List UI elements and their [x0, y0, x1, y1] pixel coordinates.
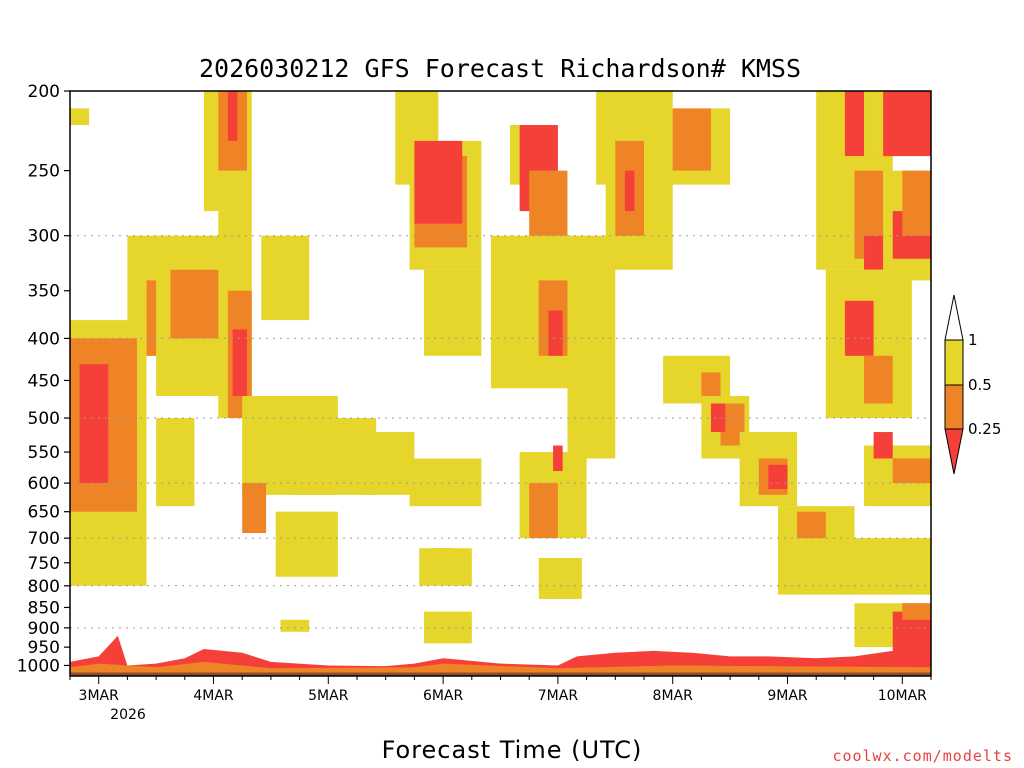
x-axis: 3MAR 4MAR 5MAR 6MAR 7MAR 8MAR 9MAR 10MAR: [69, 676, 932, 704]
ri-cell-high: [840, 538, 931, 595]
y-tick-label: 650: [28, 503, 60, 523]
y-tick-label: 200: [28, 82, 60, 102]
ri-cell-high: [156, 418, 195, 507]
ri-cell-mid: [529, 483, 558, 539]
ri-cell-low: [873, 432, 893, 459]
ri-cell-high: [409, 458, 482, 507]
colorbar-legend: 1 0.5 0.25: [944, 294, 1001, 475]
richardson-heatmap: [70, 91, 931, 676]
y-axis: 200 250 300 350 400 450 500 550 600 650 700 750 8008…: [17, 82, 70, 676]
x-tick-label: 5MAR: [308, 688, 349, 704]
boundary-layer-low-ri: [70, 635, 931, 673]
y-tick-label: 500: [28, 409, 60, 429]
y-tick-label: 700: [28, 529, 60, 549]
x-tick-label: 4MAR: [193, 688, 234, 704]
x-tick-label: 9MAR: [767, 688, 808, 704]
ri-cell-high: [423, 611, 472, 644]
y-tick-label: 750: [28, 554, 60, 574]
ri-cell-low: [844, 300, 874, 356]
ri-cell-low: [553, 445, 563, 472]
ri-cell-low: [864, 235, 884, 270]
x-axis-label: Forecast Time (UTC): [382, 736, 643, 764]
legend-label: 1: [968, 331, 978, 349]
y-tick-label: 900: [28, 619, 60, 639]
ri-cell-mid: [797, 511, 826, 539]
y-tick-label: 350: [28, 282, 60, 302]
y-tick-label: 300: [28, 227, 60, 247]
ri-cell-low: [232, 329, 247, 396]
legend-arrow-below: [944, 428, 964, 475]
ri-cell-low: [227, 91, 238, 141]
credit-text: coolwx.com/modelts: [832, 747, 1013, 765]
boundary-layer-mid-ri: [70, 661, 931, 673]
x-tick-label: 3MAR: [79, 688, 120, 704]
legend-swatch: [944, 339, 964, 386]
ri-cell-mid: [672, 108, 711, 171]
y-tick-label: 950: [28, 638, 60, 658]
ri-cell-high: [419, 548, 472, 586]
ground-surface: [70, 672, 931, 676]
y-tick-label: 250: [28, 162, 60, 182]
y-tick-label: 450: [28, 371, 60, 391]
legend-label: 0.25: [968, 420, 1001, 438]
ri-cell-high: [275, 511, 338, 577]
y-tick-label: 550: [28, 443, 60, 463]
ri-cell-high: [280, 619, 310, 632]
y-tick-label: 1000: [17, 656, 60, 676]
legend-arrow-above: [944, 294, 964, 341]
ri-cell-low: [768, 464, 788, 490]
x-tick-label: 8MAR: [653, 688, 694, 704]
x-year-label: 2026: [110, 707, 146, 723]
ri-cell-mid: [902, 170, 931, 236]
x-tick-label: 7MAR: [538, 688, 579, 704]
ri-cell-high: [567, 235, 616, 459]
legend-swatch: [944, 384, 964, 430]
y-tick-label: 850: [28, 598, 60, 618]
legend-label: 0.5: [968, 376, 992, 394]
ri-cell-low: [883, 91, 931, 157]
x-tick-label: 6MAR: [423, 688, 464, 704]
y-tick-label: 400: [28, 329, 60, 349]
ri-cell-mid: [864, 355, 893, 404]
ri-cell-low: [710, 403, 726, 433]
ri-cell-mid: [720, 403, 745, 446]
ri-cell-low: [414, 140, 463, 224]
y-tick-label: 800: [28, 577, 60, 597]
ri-cell-high: [423, 269, 482, 356]
ri-cell-high: [70, 108, 90, 126]
ri-cell-high: [261, 235, 310, 321]
ri-cell-mid: [701, 372, 721, 404]
ri-cell-mid: [902, 603, 931, 620]
x-tick-label: 10MAR: [878, 688, 927, 704]
ri-cell-low: [548, 310, 563, 356]
y-tick-label: 600: [28, 474, 60, 494]
ri-cell-mid: [242, 483, 267, 534]
chart-title: 2026030212 GFS Forecast Richardson# KMSS: [199, 54, 801, 83]
ri-cell-high: [538, 557, 582, 599]
ri-cell-mid: [892, 458, 931, 484]
ri-cell-high: [361, 432, 415, 495]
ri-cell-low: [79, 364, 109, 484]
ri-cell-low: [624, 170, 635, 212]
